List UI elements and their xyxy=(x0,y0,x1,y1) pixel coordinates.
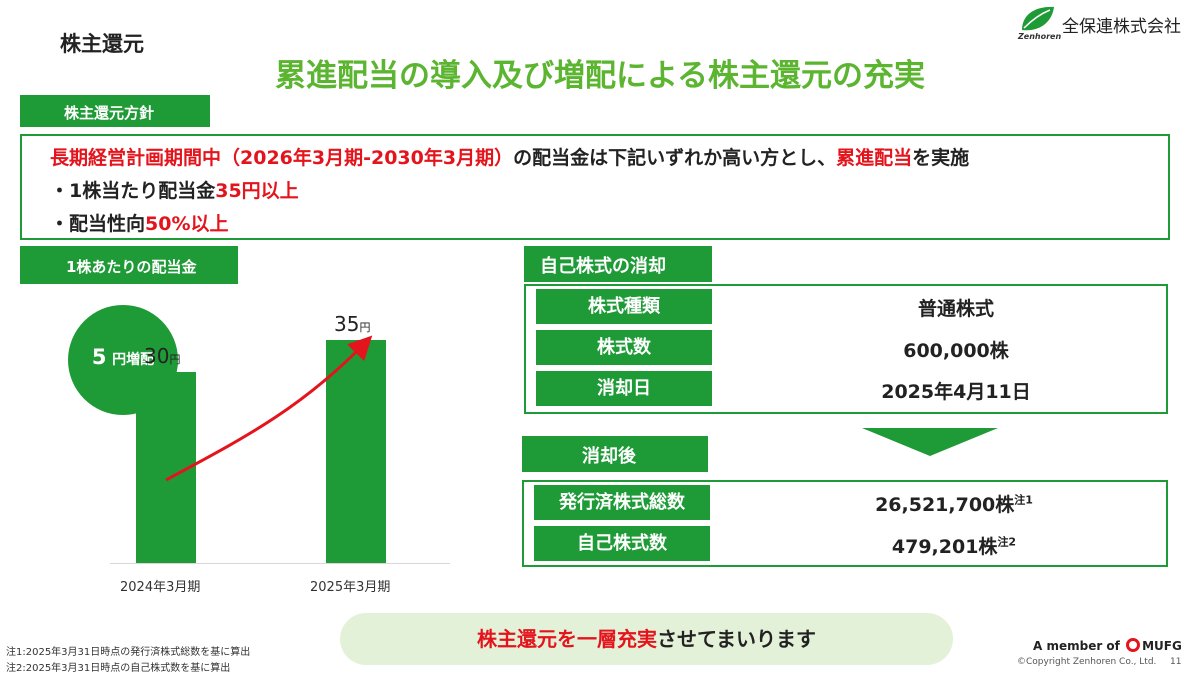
member-of-mufg: A member of MUFG xyxy=(1033,638,1182,653)
banner-red-text: 株主還元を一層充実 xyxy=(477,627,657,651)
chart-x-axis xyxy=(110,563,450,564)
after-value-issued-text: 26,521,700株 xyxy=(875,494,1015,516)
chart-data-label: 35円 xyxy=(334,312,371,336)
buyback-label-date: 消却日 xyxy=(536,371,712,406)
closing-banner: 株主還元を一層充実させてまいります xyxy=(340,613,953,665)
policy-dps-label: ・1株当たり配当金 xyxy=(50,180,216,202)
after-label-issued: 発行済株式総数 xyxy=(534,485,710,520)
company-name: 全保連株式会社 xyxy=(1062,17,1181,37)
note-ref-1: 注1 xyxy=(1014,493,1033,507)
after-table: 発行済株式総数 26,521,700株注1 自己株式数 479,201株注2 xyxy=(522,480,1168,567)
leaf-logo-icon xyxy=(1022,6,1054,31)
buyback-value-type: 普通株式 xyxy=(917,298,994,320)
chart-data-label: 30円 xyxy=(144,343,181,368)
chart-category-label: 2025年3月期 xyxy=(310,580,391,595)
page-number: 11 xyxy=(1170,657,1182,667)
logo-subtext: Zenhoren xyxy=(1018,32,1062,41)
policy-line-2: ・1株当たり配当金35円以上 xyxy=(50,175,1168,208)
footnote-1: 注1:2025年3月31日時点の発行済株式総数を基に算出 xyxy=(6,647,251,658)
member-brand: MUFG xyxy=(1142,639,1182,653)
copyright: ©Copyright Zenhoren Co., Ltd. xyxy=(1017,657,1157,667)
buyback-value-date: 2025年4月11日 xyxy=(881,381,1031,403)
after-tab: 消却後 xyxy=(522,436,708,472)
chart-bar xyxy=(326,340,386,563)
buyback-label-count: 株式数 xyxy=(536,330,712,365)
policy-line-1: 長期経営計画期間中（2026年3月期-2030年3月期）の配当金は下記いずれか高… xyxy=(50,142,1168,175)
note-ref-2: 注2 xyxy=(997,535,1017,549)
dps-tab: 1株あたりの配当金 xyxy=(20,246,238,284)
policy-progressive: 累進配当 xyxy=(836,147,913,169)
buyback-table: 株式種類 普通株式 株式数 600,000株 消却日 2025年4月11日 xyxy=(524,284,1168,414)
policy-payout-label: ・配当性向 xyxy=(50,213,146,235)
section-title: 株主還元 xyxy=(60,32,144,56)
member-prefix: A member of xyxy=(1033,639,1120,653)
banner-rest-text: させてまいります xyxy=(657,627,816,651)
policy-period: 長期経営計画期間中（2026年3月期-2030年3月期） xyxy=(50,147,514,169)
chart-category-label: 2024年3月期 xyxy=(120,580,201,595)
policy-tab: 株主還元方針 xyxy=(20,95,210,127)
buyback-label-type: 株式種類 xyxy=(536,289,712,324)
chart-bar xyxy=(136,371,196,563)
buyback-value-count: 600,000株 xyxy=(903,340,1009,362)
policy-payout-value: 50%以上 xyxy=(145,213,229,235)
increase-label: 円増配 xyxy=(112,352,155,368)
increase-number: 5 xyxy=(91,345,107,369)
company-logo: Zenhoren 全保連株式会社 xyxy=(1018,4,1190,44)
policy-dps-value: 35円以上 xyxy=(215,180,299,202)
policy-box: 長期経営計画期間中（2026年3月期-2030年3月期）の配当金は下記いずれか高… xyxy=(20,134,1170,240)
after-value-issued: 26,521,700株注1 xyxy=(724,490,1184,517)
footnote-2: 注2:2025年3月31日時点の自己株式数を基に算出 xyxy=(6,663,231,674)
main-title: 累進配当の導入及び増配による株主還元の充実 xyxy=(274,58,926,94)
after-label-treasury: 自己株式数 xyxy=(534,526,710,561)
policy-line-1-mid: の配当金は下記いずれか高い方とし、 xyxy=(513,147,837,169)
after-value-treasury: 479,201株注2 xyxy=(724,532,1184,559)
buyback-tab: 自己株式の消却 xyxy=(524,246,712,282)
policy-line-3: ・配当性向50%以上 xyxy=(50,208,1168,241)
mufg-mark-icon xyxy=(1126,638,1141,652)
policy-line-1-end: を実施 xyxy=(912,147,970,169)
down-arrow-icon xyxy=(862,428,998,456)
after-value-treasury-text: 479,201株 xyxy=(891,536,998,558)
